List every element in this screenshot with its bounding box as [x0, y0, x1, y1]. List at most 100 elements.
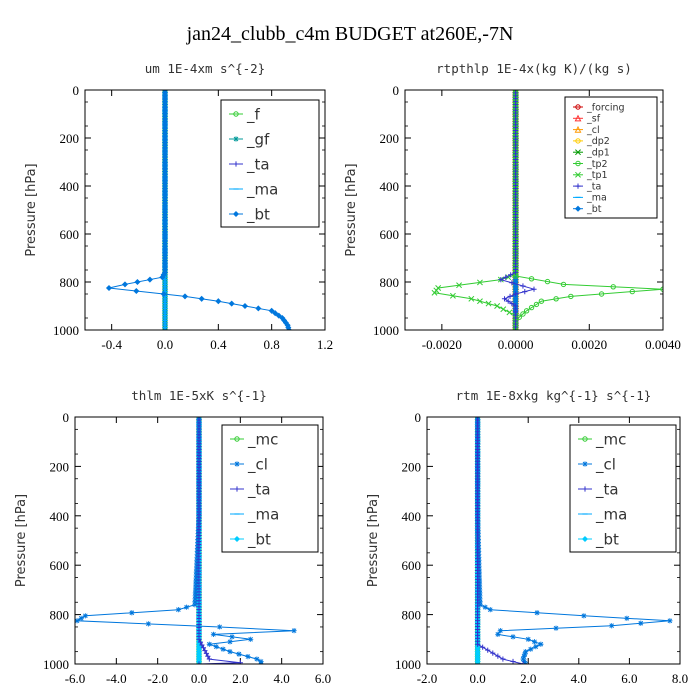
x-tick-label: -0.4	[101, 337, 122, 352]
y-tick-label: 200	[380, 131, 400, 146]
y-axis-label: Pressure [hPa]	[24, 163, 39, 256]
y-tick-label: 200	[60, 131, 80, 146]
x-tick-label: 0.0040	[645, 337, 681, 352]
legend-label: _cl	[595, 455, 616, 474]
plot-frame	[404, 89, 664, 331]
legend-box	[564, 96, 658, 219]
y-axis-label: Pressure [hPa]	[344, 163, 359, 256]
series-markers	[196, 417, 243, 664]
legend-label: _cl	[586, 125, 600, 136]
panel-title: rtm 1E-8xkg kg^{-1} s^{-1}	[456, 388, 652, 403]
legend-label: _dp2	[586, 136, 610, 147]
legend-label: _bt	[586, 204, 602, 215]
legend-label: _forcing	[586, 102, 625, 113]
legend-label: _ma	[246, 180, 278, 199]
x-tick-label: 6.0	[315, 671, 331, 686]
y-axis-label: Pressure [hPa]	[14, 494, 29, 587]
x-tick-label: 4.0	[571, 671, 587, 686]
x-tick-label: 2.0	[520, 671, 536, 686]
x-tick-label: 0.0	[469, 671, 485, 686]
y-tick-label: 800	[402, 608, 422, 623]
y-tick-label: 800	[60, 275, 80, 290]
series-group	[474, 417, 673, 664]
series-markers	[498, 90, 537, 330]
series-group	[75, 417, 297, 664]
legend-label: _ma	[247, 505, 279, 524]
chart-panel-4: rtm 1E-8xkg kg^{-1} s^{-1} Pressure [hPa]…	[366, 388, 688, 686]
y-tick-label: 0	[63, 410, 70, 425]
chart-panel-3: thlm 1E-5xK s^{-1} Pressure [hPa] 0 200 400 6…	[14, 388, 331, 686]
legend-label: _bt	[246, 205, 270, 224]
y-tick-label: 600	[50, 558, 70, 573]
y-tick-label: 1000	[373, 323, 399, 338]
series-line	[433, 90, 517, 330]
legend-label: _mc	[595, 430, 626, 449]
x-tick-label: -0.0020	[422, 337, 462, 352]
y-tick-label: 600	[402, 558, 422, 573]
legend: _mc _cl _ta _ma _bt	[221, 424, 319, 553]
series-group	[431, 90, 663, 330]
figure-title: jan24_clubb_c4m BUDGET at260E,-7N	[186, 23, 514, 45]
legend-label: _mc	[247, 430, 278, 449]
x-tick-label: -4.0	[106, 671, 127, 686]
y-axis-label: Pressure [hPa]	[366, 494, 381, 587]
y-tick-label: 400	[380, 179, 400, 194]
legend-label: _tp1	[586, 170, 608, 181]
x-tick-label: 1.2	[317, 337, 333, 352]
legend: _forcing_sf_cl_dp2_dp1_tp2_tp1_ta_ma_bt	[564, 96, 658, 219]
x-tick-label: -2.0	[417, 671, 438, 686]
series-markers	[475, 417, 526, 664]
y-tick-label: 0	[415, 410, 422, 425]
legend-label: _ta	[595, 480, 619, 499]
x-tick-label: 0.4	[210, 337, 227, 352]
x-tick-label: -6.0	[65, 671, 86, 686]
y-tick-label: 1000	[53, 323, 79, 338]
legend-label: _ta	[247, 480, 271, 499]
panel-title: rtpthlp 1E-4x(kg K)/(kg s)	[436, 61, 632, 76]
y-tick-label: 200	[402, 459, 422, 474]
y-tick-label: 600	[60, 227, 80, 242]
x-tick-label: 0.0	[157, 337, 173, 352]
y-tick-label: 200	[50, 459, 70, 474]
legend: _f _gf _ta _ma _bt	[220, 99, 320, 228]
x-tick-label: 0.0020	[571, 337, 607, 352]
plot-frame	[74, 416, 324, 665]
legend-label: _dp1	[586, 148, 610, 159]
y-tick-label: 1000	[43, 657, 69, 672]
y-tick-label: 0	[393, 83, 400, 98]
legend-label: _bt	[595, 530, 619, 549]
x-tick-label: 8.0	[672, 671, 688, 686]
x-tick-label: -2.0	[147, 671, 168, 686]
y-tick-label: 400	[50, 509, 70, 524]
series-group	[105, 90, 293, 330]
legend-label: _ta	[246, 155, 270, 174]
legend-label: _gf	[246, 130, 270, 149]
y-tick-label: 800	[380, 275, 400, 290]
y-tick-label: 600	[380, 227, 400, 242]
plot-frame	[426, 416, 681, 665]
chart-panel-1: um 1E-4xm s^{-2} Pressure [hPa] 0 200 400 600…	[24, 61, 333, 352]
x-tick-label: 0.8	[264, 337, 280, 352]
legend-label: _ta	[586, 181, 601, 192]
legend-label: _bt	[247, 530, 271, 549]
legend-label: _sf	[586, 114, 601, 125]
panel-title: um 1E-4xm s^{-2}	[145, 61, 265, 76]
series-markers	[431, 90, 519, 330]
legend: _mc _cl _ta _ma _bt	[569, 424, 677, 553]
legend-label: _ma	[586, 193, 607, 204]
y-tick-label: 800	[50, 608, 70, 623]
y-tick-label: 1000	[395, 657, 421, 672]
y-tick-label: 400	[402, 509, 422, 524]
x-tick-label: 2.0	[232, 671, 248, 686]
legend-label: _f	[246, 105, 261, 124]
series-markers	[105, 90, 293, 330]
x-tick-label: 0.0000	[498, 337, 534, 352]
y-tick-label: 400	[60, 179, 80, 194]
x-tick-label: 6.0	[621, 671, 637, 686]
series-line	[477, 417, 524, 664]
y-tick-label: 0	[73, 83, 80, 98]
chart-panel-2: rtpthlp 1E-4x(kg K)/(kg s) Pressure [hPa]…	[344, 61, 681, 352]
legend-label: _ma	[595, 505, 627, 524]
x-tick-label: 0.0	[191, 671, 207, 686]
